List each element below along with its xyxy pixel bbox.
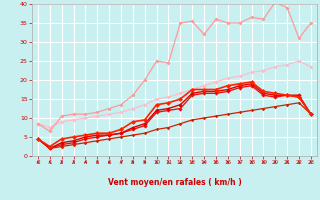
X-axis label: Vent moyen/en rafales ( km/h ): Vent moyen/en rafales ( km/h ) bbox=[108, 178, 241, 187]
